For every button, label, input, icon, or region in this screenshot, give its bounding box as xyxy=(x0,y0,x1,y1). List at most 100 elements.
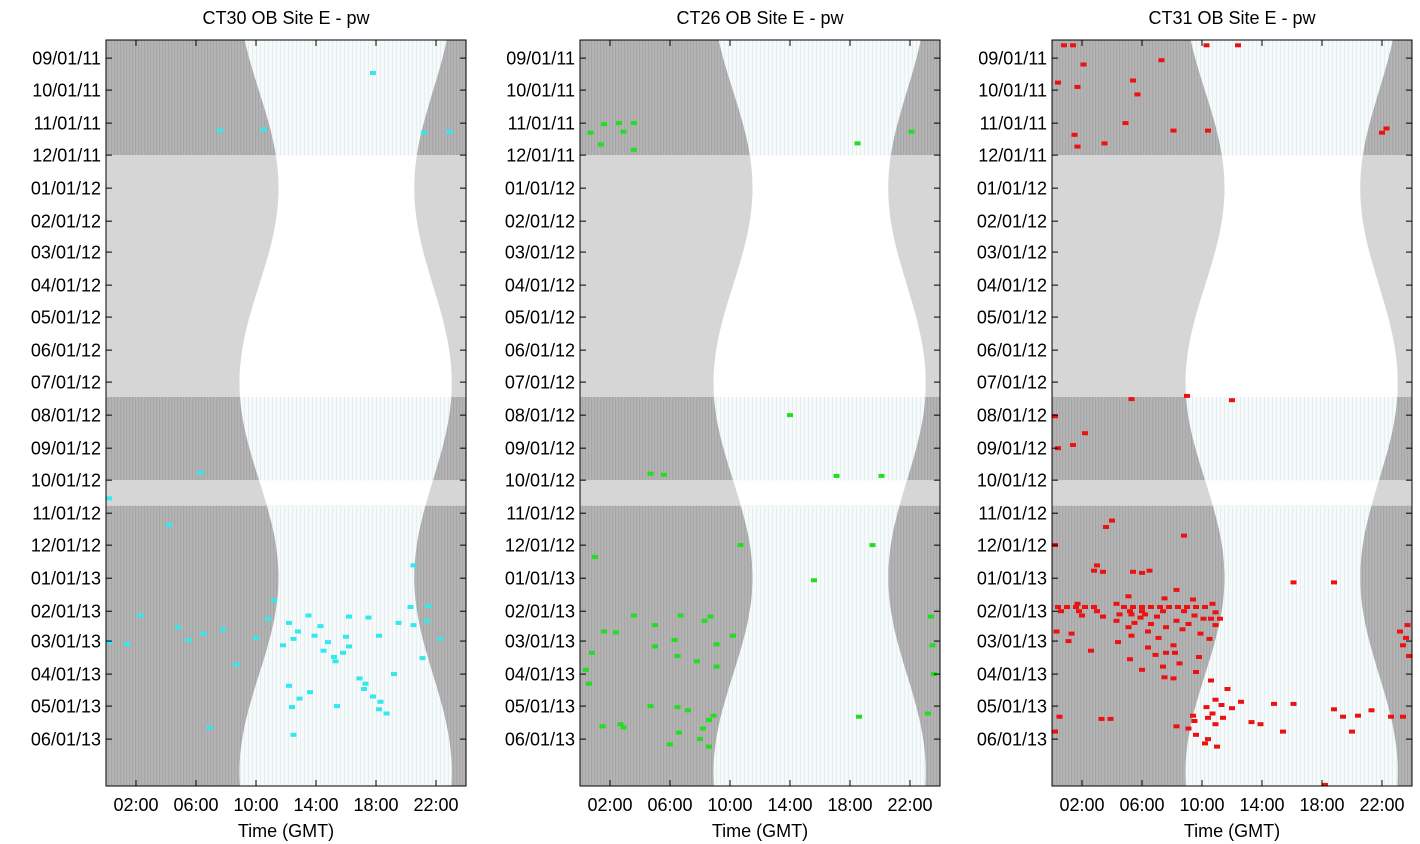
y-tick-label: 12/01/11 xyxy=(32,146,101,166)
data-point xyxy=(1100,614,1106,619)
data-point xyxy=(1098,716,1105,721)
chart-panel-3: 09/01/11 10/01/11 11/01/11 12/01/11 01/01/12… xyxy=(977,8,1413,841)
y-tick-label: 04/01/12 xyxy=(977,276,1047,296)
plot-frame xyxy=(579,39,941,787)
effort-texture-day xyxy=(240,397,452,481)
y-tick-label: 12/01/12 xyxy=(505,536,575,556)
data-point xyxy=(286,620,292,625)
data-point xyxy=(1158,58,1165,63)
data-point xyxy=(1091,568,1097,573)
data-point xyxy=(1397,629,1403,634)
data-point xyxy=(1235,43,1241,48)
data-point xyxy=(1125,625,1132,630)
data-point xyxy=(1355,713,1361,718)
data-point xyxy=(317,624,324,629)
data-point xyxy=(1127,657,1133,662)
x-tick-label: 06:00 xyxy=(647,795,692,815)
data-point xyxy=(1094,563,1100,568)
data-point xyxy=(706,744,712,749)
y-tick-label: 05/01/13 xyxy=(505,697,575,717)
data-point xyxy=(1170,643,1177,648)
data-point xyxy=(631,613,637,618)
data-point xyxy=(1205,737,1211,742)
data-point xyxy=(787,413,793,418)
data-point xyxy=(1388,714,1394,719)
x-axis-label: Time (GMT) xyxy=(238,821,334,841)
data-point xyxy=(1125,594,1132,599)
data-point xyxy=(1229,706,1235,711)
data-point xyxy=(1331,707,1337,712)
data-point xyxy=(685,708,691,713)
data-point xyxy=(437,636,444,641)
y-tick-label: 06/01/12 xyxy=(977,341,1047,361)
data-point xyxy=(811,578,817,583)
data-point xyxy=(1403,635,1409,640)
data-point xyxy=(260,127,267,132)
data-point xyxy=(296,696,303,701)
data-point xyxy=(1113,618,1120,623)
data-point xyxy=(356,676,363,681)
data-point xyxy=(1056,714,1063,719)
y-tick-label: 10/01/11 xyxy=(978,81,1047,101)
data-point xyxy=(1218,703,1225,707)
y-tick-label: 04/01/12 xyxy=(505,276,575,296)
y-tick-label: 01/01/12 xyxy=(977,179,1047,199)
data-point xyxy=(1205,128,1211,133)
y-tick-label: 04/01/13 xyxy=(505,665,575,685)
y-tick-label: 11/01/12 xyxy=(978,504,1047,524)
data-point xyxy=(1139,605,1145,609)
data-point xyxy=(1052,729,1058,734)
plot-area xyxy=(106,40,466,786)
data-point xyxy=(710,713,717,718)
data-point xyxy=(331,655,337,659)
x-axis-label: Time (GMT) xyxy=(1184,821,1280,841)
data-point xyxy=(1052,414,1058,419)
y-tick-label: 01/01/13 xyxy=(31,569,101,589)
data-point xyxy=(908,129,915,134)
data-point xyxy=(1070,43,1076,48)
data-point xyxy=(1113,601,1120,606)
data-point xyxy=(652,623,658,628)
data-point xyxy=(1130,605,1136,609)
data-point xyxy=(1203,705,1210,710)
data-point xyxy=(1191,613,1198,618)
data-point xyxy=(1185,726,1192,731)
y-tick-label: 06/01/13 xyxy=(505,730,575,750)
y-tick-label: 11/01/11 xyxy=(34,114,101,134)
data-point xyxy=(1148,622,1154,626)
chart-title: CT31 OB Site E - pw xyxy=(1148,8,1316,28)
data-point xyxy=(332,659,339,664)
data-point xyxy=(1142,612,1148,617)
data-point xyxy=(1181,533,1187,538)
data-point xyxy=(1109,518,1115,523)
data-point xyxy=(1212,697,1219,702)
x-tick-label: 02:00 xyxy=(1059,795,1104,815)
data-point xyxy=(667,742,673,747)
data-point xyxy=(583,667,589,672)
data-point xyxy=(833,473,840,478)
data-point xyxy=(1175,605,1181,609)
y-tick-label: 06/01/13 xyxy=(977,730,1047,750)
data-point xyxy=(1064,605,1070,609)
data-point xyxy=(233,662,240,667)
data-point xyxy=(1209,601,1216,606)
data-point xyxy=(1190,713,1196,718)
data-point xyxy=(1070,443,1076,447)
data-point xyxy=(1224,687,1231,691)
data-point xyxy=(175,625,181,630)
x-tick-label: 02:00 xyxy=(587,795,632,815)
data-point xyxy=(1229,398,1235,403)
data-point xyxy=(424,618,430,623)
data-point xyxy=(1116,612,1123,617)
data-point xyxy=(1208,616,1214,621)
data-point xyxy=(1200,616,1207,621)
y-tick-label: 11/01/11 xyxy=(980,114,1047,134)
data-point xyxy=(206,725,213,730)
data-point xyxy=(290,732,297,737)
data-point xyxy=(1173,724,1180,729)
data-point xyxy=(616,121,622,126)
data-point xyxy=(1073,605,1079,609)
data-point xyxy=(601,629,607,634)
data-point xyxy=(677,613,684,618)
x-tick-label: 22:00 xyxy=(413,795,458,815)
